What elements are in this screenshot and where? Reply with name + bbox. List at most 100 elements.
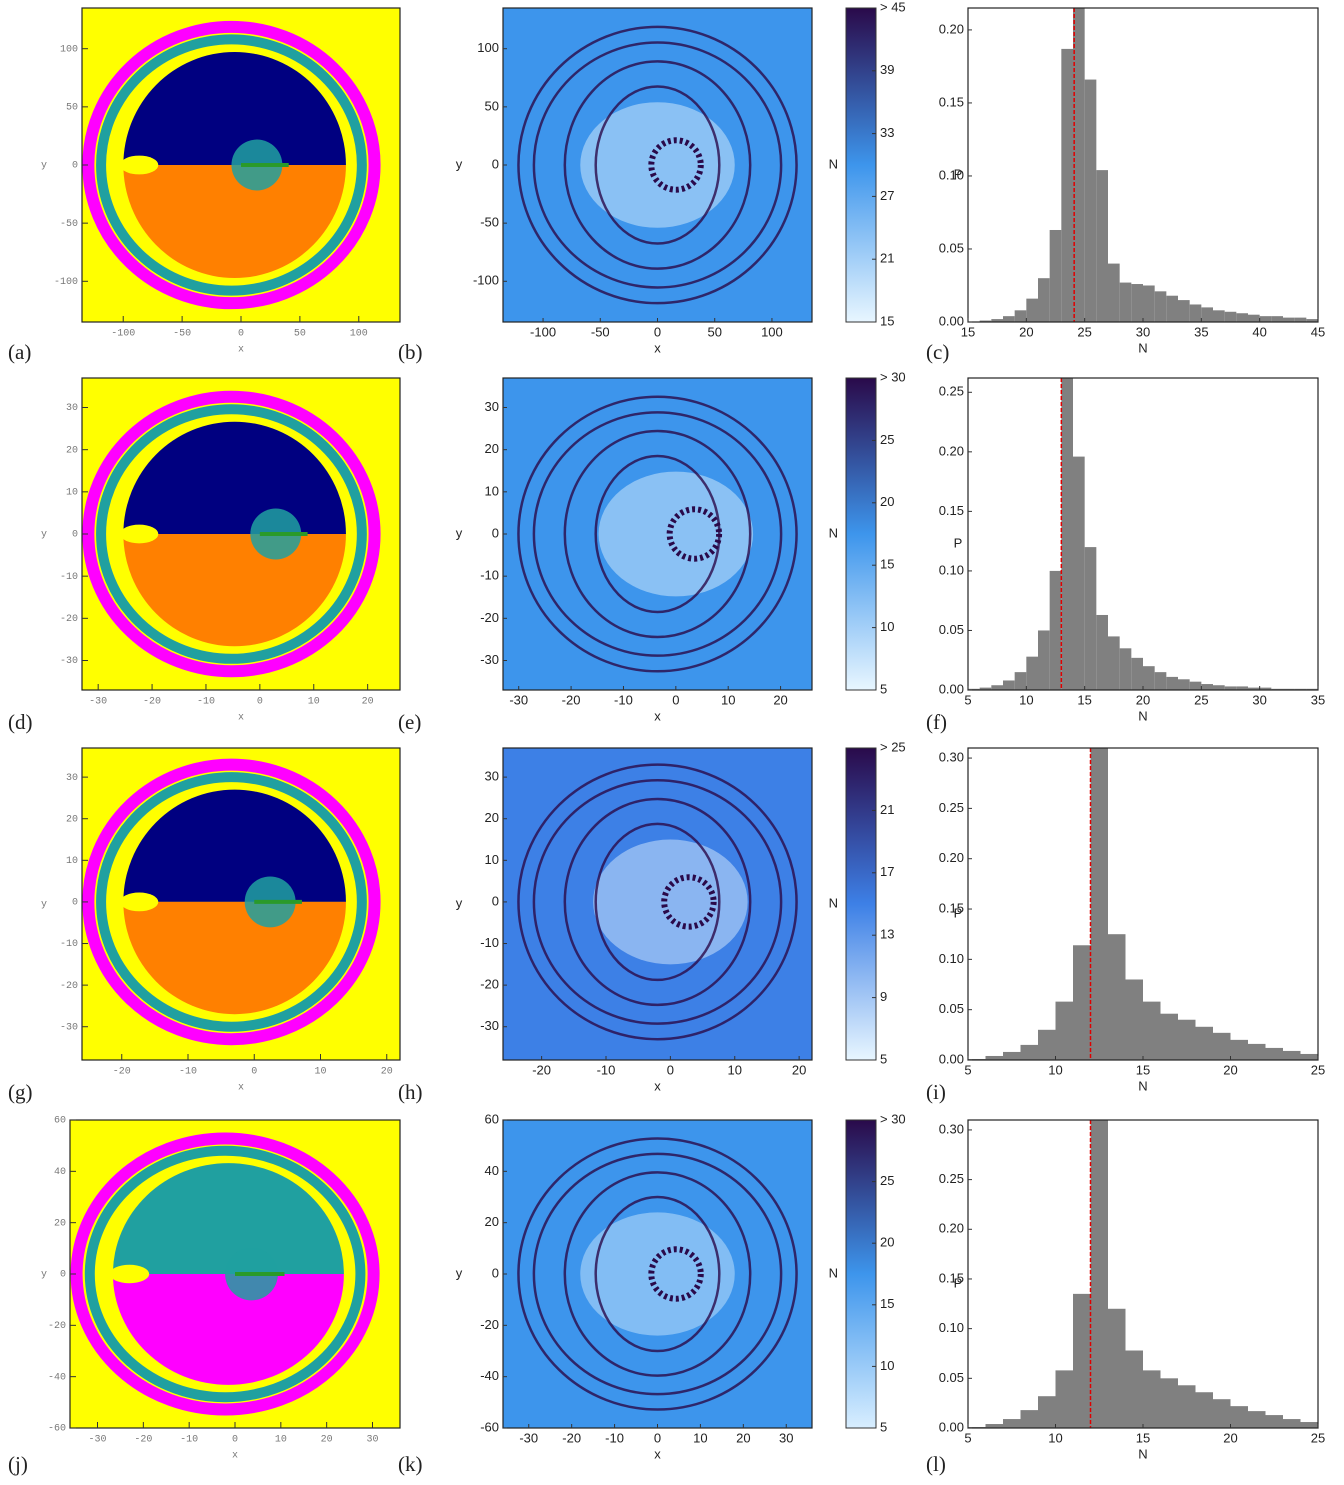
y-tick-label: 50: [66, 102, 78, 113]
x-axis-label: N: [1138, 1078, 1147, 1093]
x-tick-label: 10: [1019, 692, 1033, 707]
x-tick-label: -10: [614, 692, 633, 707]
gap-left: [120, 893, 158, 912]
x-tick-label: 15: [1136, 1062, 1150, 1077]
panel-label: (k): [398, 1452, 423, 1476]
bar: [1050, 230, 1062, 322]
y-tick-label: 20: [485, 1214, 499, 1229]
x-axis-label: x: [654, 340, 661, 355]
y-tick-label: 10: [66, 487, 78, 498]
bar: [1096, 615, 1108, 690]
colorbar-tick-label: 15: [880, 313, 894, 328]
x-tick-label: -30: [519, 1430, 538, 1445]
y-tick-label: 0.30: [939, 1121, 964, 1136]
bar: [1196, 1027, 1214, 1060]
bar: [1015, 310, 1027, 322]
x-axis-label: N: [1138, 708, 1147, 723]
y-tick-label: 60: [485, 1111, 499, 1126]
bar: [1026, 657, 1038, 690]
bar: [1143, 1002, 1161, 1060]
colorbar-tick-label: 25: [880, 432, 894, 447]
bar: [1108, 636, 1120, 690]
x-tick-label: 0: [654, 1430, 661, 1445]
colorbar-tick-label: 13: [880, 927, 894, 942]
bar: [1038, 1396, 1056, 1428]
y-tick-label: 0: [492, 525, 499, 540]
x-tick-label: -30: [89, 697, 107, 708]
panel-label: (f): [926, 710, 947, 734]
bar: [1003, 1052, 1021, 1060]
x-tick-label: 0: [667, 1062, 674, 1077]
bar: [1166, 677, 1178, 690]
x-tick-label: 20: [1223, 1062, 1237, 1077]
x-tick-label: 25: [1194, 692, 1208, 707]
y-tick-label: -60: [48, 1424, 66, 1435]
y-tick-label: -20: [480, 610, 499, 625]
y-tick-label: -30: [60, 1022, 78, 1033]
bar: [1143, 285, 1155, 322]
panel-label: (d): [8, 710, 33, 734]
y-tick-label: 10: [485, 852, 499, 867]
bar: [1213, 685, 1225, 690]
bar: [1225, 312, 1237, 322]
x-tick-label: 10: [693, 1430, 707, 1445]
y-tick-label: 0.15: [939, 503, 964, 518]
y-tick-label: 0.20: [939, 850, 964, 865]
x-tick-label: 10: [721, 692, 735, 707]
y-axis-label: y: [41, 1270, 47, 1281]
bar: [1236, 313, 1248, 322]
x-tick-label: -20: [113, 1067, 131, 1078]
bar: [1155, 291, 1167, 322]
plot-area: [70, 1120, 400, 1428]
y-tick-label: 0.05: [939, 1001, 964, 1016]
x-tick-label: -20: [532, 1062, 551, 1077]
bar: [1283, 318, 1295, 322]
bar: [1073, 945, 1091, 1060]
y-tick-label: 0.25: [939, 384, 964, 399]
panel-label: (a): [8, 340, 31, 364]
y-axis-label: y: [456, 1265, 463, 1280]
y-tick-label: 0.10: [939, 562, 964, 577]
x-tick-label: 30: [1252, 692, 1266, 707]
panel-label: (c): [926, 340, 949, 364]
bar: [1248, 1044, 1266, 1060]
light-core: [593, 840, 748, 965]
y-tick-label: 0.10: [939, 951, 964, 966]
bar: [1056, 1370, 1074, 1428]
bar: [1231, 1040, 1249, 1060]
y-tick-label: -40: [480, 1368, 499, 1383]
y-tick-label: -30: [60, 656, 78, 667]
bar: [1073, 1294, 1091, 1428]
y-axis-label: y: [41, 900, 47, 911]
bar: [1178, 679, 1190, 690]
panel-label: (h): [398, 1080, 423, 1104]
x-tick-label: 10: [1048, 1430, 1062, 1445]
bar: [1026, 299, 1038, 322]
bar: [1126, 979, 1144, 1060]
y-tick-label: 30: [485, 399, 499, 414]
colorbar-tick-label: 15: [880, 557, 894, 572]
colorbar-tick-label: 10: [880, 1358, 894, 1373]
y-tick-label: 0.05: [939, 622, 964, 637]
colorbar-tick-label: 5: [880, 1051, 887, 1066]
y-tick-label: -10: [480, 935, 499, 950]
y-tick-label: 10: [66, 856, 78, 867]
bar: [1301, 1054, 1319, 1060]
y-tick-label: 0.05: [939, 1370, 964, 1385]
y-axis-label: P: [954, 535, 963, 550]
x-tick-label: 25: [1311, 1062, 1325, 1077]
x-tick-label: -20: [562, 1430, 581, 1445]
y-tick-label: -10: [60, 939, 78, 950]
bar: [1213, 1399, 1231, 1428]
colorbar: [846, 8, 876, 322]
colorbar: [846, 748, 876, 1060]
bar: [1295, 318, 1307, 322]
plot-area: [503, 748, 812, 1060]
y-tick-label: 20: [54, 1218, 66, 1229]
colorbar-tick-label: 39: [880, 62, 894, 77]
x-tick-label: 20: [381, 1067, 393, 1078]
y-tick-label: -60: [480, 1419, 499, 1434]
y-tick-label: 0: [72, 898, 78, 909]
x-tick-label: 0: [654, 324, 661, 339]
gap-left: [120, 525, 158, 544]
